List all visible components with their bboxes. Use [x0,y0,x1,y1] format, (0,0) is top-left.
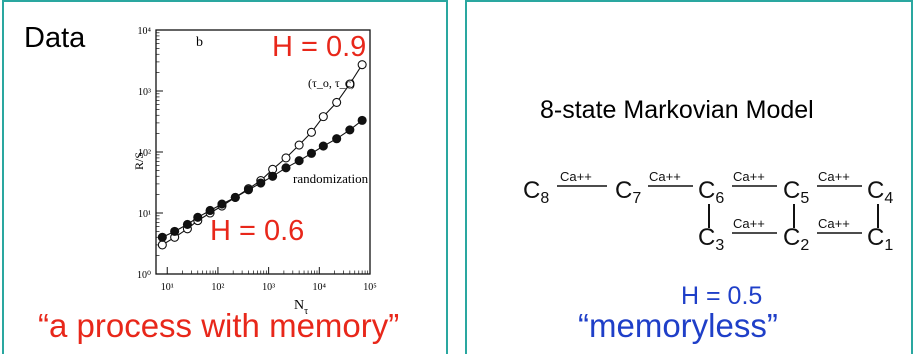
right-panel-content: 8-state Markovian Model C8 C7 C6 C5 C4 C… [465,0,913,354]
state-c6: C6 [698,177,724,207]
right-panel [465,0,913,354]
filled-data-point [281,163,291,173]
ion-label-c2-c1: Ca++ [818,216,850,231]
open-data-point [318,112,328,122]
data-label: Data [24,22,86,54]
filled-data-point [294,156,304,166]
filled-data-point [193,212,203,222]
filled-data-point [157,232,167,242]
x-tick-label: 10³ [262,282,275,293]
x-tick-label: 10² [211,282,224,293]
open-data-point [306,127,317,137]
markov-state-diagram: C8 C7 C6 C5 C4 Ca++ Ca++ Ca++ Ca++ C3 C2… [523,169,893,254]
caption-memoryless: “memoryless” [578,307,778,344]
hurst-high-label: H = 0.9 [272,31,367,63]
y-tick-label: 10⁰ [137,270,151,281]
state-c8: C8 [523,177,549,207]
open-data-point [281,153,291,163]
filled-data-point [332,134,342,144]
open-data-point [332,97,342,107]
state-c3: C3 [698,224,724,254]
x-axis-label-sub: τ [304,306,308,317]
hurst-model-label: H = 0.5 [681,282,763,310]
ion-label-c8-c7: Ca++ [560,169,592,184]
model-title: 8-state Markovian Model [540,96,814,124]
filled-data-point [217,199,227,209]
rs-loglog-plot: 10⁰ 10¹ 10² 10³ 10⁴ 10¹ 10² 10³ 10⁴ 10⁵ b (τ_o, τ… [132,26,377,317]
x-tick-label: 10⁴ [313,282,327,293]
open-data-point [294,140,304,150]
filled-data-point [205,205,215,216]
y-tick-label: 10³ [138,87,151,98]
state-c5: C5 [783,177,809,207]
filled-data-point [345,125,355,135]
ion-label-c3-c2: Ca++ [733,216,765,231]
filled-data-point [306,148,317,158]
filled-data-point [357,115,367,125]
y-tick-label: 10¹ [138,209,151,220]
state-c1: C1 [867,224,893,254]
filled-data-point [243,185,254,195]
ion-label-c7-c6: Ca++ [649,169,681,184]
x-axis-label-main: N [294,298,304,313]
annotation-open-series: (τ_o, τ_c) [308,76,355,90]
panel-letter: b [196,35,203,50]
filled-data-point [170,226,180,236]
filled-data-point [318,141,328,151]
filled-data-point [268,171,278,181]
y-axis-label: R/S [132,152,146,170]
x-tick-label: 10¹ [161,282,174,293]
y-tick-label: 10⁴ [138,26,152,37]
open-data-point [345,79,355,89]
state-c7: C7 [615,177,641,207]
filled-data-point [256,178,266,188]
state-c2: C2 [783,224,809,254]
open-data-point [157,240,167,250]
open-data-point [357,60,367,70]
caption-memory: “a process with memory” [38,307,400,344]
annotation-randomization: randomization [293,171,369,186]
y-tick-label: 10² [138,148,151,159]
x-tick-label: 10⁵ [363,282,377,293]
filled-data-point [182,219,192,229]
left-panel [2,0,448,354]
state-c4: C4 [867,177,893,207]
x-axis-label: Nτ [294,298,308,317]
hurst-low-label: H = 0.6 [210,215,305,247]
ion-label-c6-c5: Ca++ [733,169,765,184]
filled-data-point [230,192,240,202]
ion-label-c5-c4: Ca++ [818,169,850,184]
